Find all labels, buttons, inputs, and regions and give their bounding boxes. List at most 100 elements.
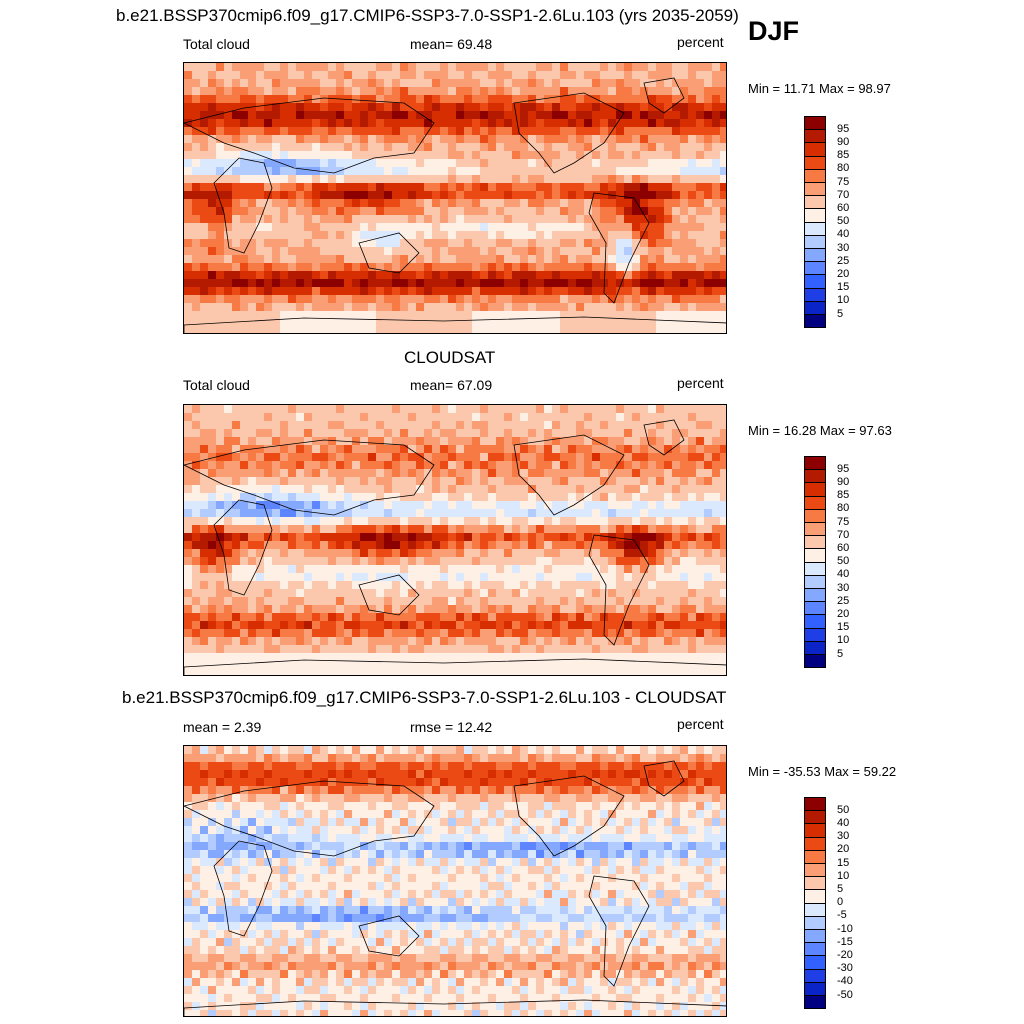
colorbar-swatch (804, 195, 826, 209)
colorbar-label: 40 (837, 816, 850, 829)
colorbar-label: 80 (837, 162, 850, 175)
colorbar-swatch (804, 797, 826, 811)
colorbar-label: 15 (837, 621, 850, 634)
colorbar-swatch (804, 836, 826, 851)
panel-2-title: CLOUDSAT (404, 348, 496, 367)
colorbar-swatch (804, 810, 826, 824)
colorbar-label: 50 (837, 555, 850, 568)
colorbar-label: 10 (837, 869, 850, 882)
colorbar-swatch (804, 287, 826, 302)
colorbar-swatch (804, 548, 826, 563)
colorbar-swatch (804, 495, 826, 510)
colorbar-swatch (804, 116, 826, 130)
panel-2-minmax: Min = 16.28 Max = 97.63 (748, 423, 892, 438)
season-label: DJF (748, 16, 800, 46)
colorbar-label: 85 (837, 149, 850, 162)
colorbar-label: 40 (837, 568, 850, 581)
colorbar-label: 90 (837, 475, 850, 488)
panel-3-mean-label: mean = 2.39 (183, 719, 262, 735)
colorbar-swatch (804, 889, 826, 904)
colorbar-label: 20 (837, 607, 850, 620)
colorbar-swatch (804, 522, 826, 536)
colorbar-label: -30 (837, 962, 853, 975)
colorbar-swatch (804, 535, 826, 549)
colorbar-swatch (804, 248, 826, 262)
colorbar-swatch (804, 601, 826, 615)
colorbar-label: 5 (837, 882, 844, 895)
colorbar-label: 50 (837, 215, 850, 228)
colorbar-label: 60 (837, 201, 850, 214)
colorbar-label: 15 (837, 281, 850, 294)
colorbar-swatch (804, 456, 826, 470)
colorbar-label: 70 (837, 188, 850, 201)
colorbar-label: 20 (837, 267, 850, 280)
colorbar-label: 60 (837, 541, 850, 554)
colorbar-swatch (804, 208, 826, 223)
colorbar-swatch (804, 929, 826, 943)
colorbar-label: -10 (837, 922, 853, 935)
colorbar-swatch (804, 654, 826, 668)
panel-1-mean-label: mean= 69.48 (410, 36, 493, 52)
colorbar-swatch (804, 221, 826, 236)
colorbar-swatch (804, 588, 826, 602)
colorbar-swatch (804, 168, 826, 183)
panel-1-title: b.e21.BSSP370cmip6.f09_g17.CMIP6-SSP3-7.… (116, 6, 739, 25)
panel-3-map (183, 745, 727, 1017)
colorbar-swatch (804, 574, 826, 589)
colorbar-label: -50 (837, 988, 853, 1001)
colorbar-label: 5 (837, 307, 844, 320)
panel-1-minmax: Min = 11.71 Max = 98.97 (748, 81, 891, 96)
colorbar-swatch (804, 155, 826, 170)
colorbar-label: 95 (837, 462, 850, 475)
colorbar-label: 25 (837, 594, 850, 607)
panel-2-map (183, 404, 727, 676)
colorbar-swatch (804, 314, 826, 328)
colorbar-swatch (804, 942, 826, 956)
panel-2-variable-label: Total cloud (183, 377, 250, 393)
colorbar-label: 80 (837, 502, 850, 515)
colorbar-label: 40 (837, 228, 850, 241)
colorbar-swatch (804, 142, 826, 157)
panel-1-units-label: percent (677, 34, 724, 50)
colorbar-label: 50 (837, 803, 850, 816)
colorbar-label: 15 (837, 856, 850, 869)
colorbar-label: 75 (837, 175, 850, 188)
colorbar-swatch (804, 614, 826, 629)
panel-3-units-label: percent (677, 716, 724, 732)
colorbar-label: 10 (837, 294, 850, 307)
colorbar-label: 30 (837, 241, 850, 254)
colorbar-label: 20 (837, 843, 850, 856)
colorbar-swatch (804, 274, 826, 289)
colorbar-label: 90 (837, 135, 850, 148)
colorbar-swatch (804, 849, 826, 864)
colorbar-label: 70 (837, 528, 850, 541)
panel-2-units-label: percent (677, 375, 724, 391)
colorbar-label: 30 (837, 830, 850, 843)
colorbar-swatch (804, 469, 826, 483)
colorbar-label: -20 (837, 948, 853, 961)
colorbar-swatch (804, 261, 826, 275)
colorbar-swatch (804, 234, 826, 249)
colorbar-swatch (804, 561, 826, 576)
colorbar-swatch (804, 876, 826, 890)
panel-3-rmse-label: rmse = 12.42 (410, 719, 493, 735)
colorbar-swatch (804, 968, 826, 983)
panel-1-variable-label: Total cloud (183, 36, 250, 52)
colorbar-swatch (804, 955, 826, 970)
colorbar-swatch (804, 482, 826, 497)
colorbar-swatch (804, 182, 826, 196)
colorbar-label: -5 (837, 909, 847, 922)
panel-3-title: b.e21.BSSP370cmip6.f09_g17.CMIP6-SSP3-7.… (122, 688, 727, 707)
colorbar-label: 30 (837, 581, 850, 594)
colorbar-label: 0 (837, 896, 844, 909)
colorbar-swatch (804, 300, 826, 315)
colorbar-swatch (804, 981, 826, 996)
colorbar-label: -15 (837, 935, 853, 948)
colorbar-swatch (804, 508, 826, 523)
colorbar-swatch (804, 129, 826, 143)
panel-1-map (183, 62, 727, 334)
colorbar-label: 95 (837, 122, 850, 135)
colorbar-label: 85 (837, 489, 850, 502)
colorbar-label: 5 (837, 647, 844, 660)
colorbar-swatch (804, 823, 826, 838)
